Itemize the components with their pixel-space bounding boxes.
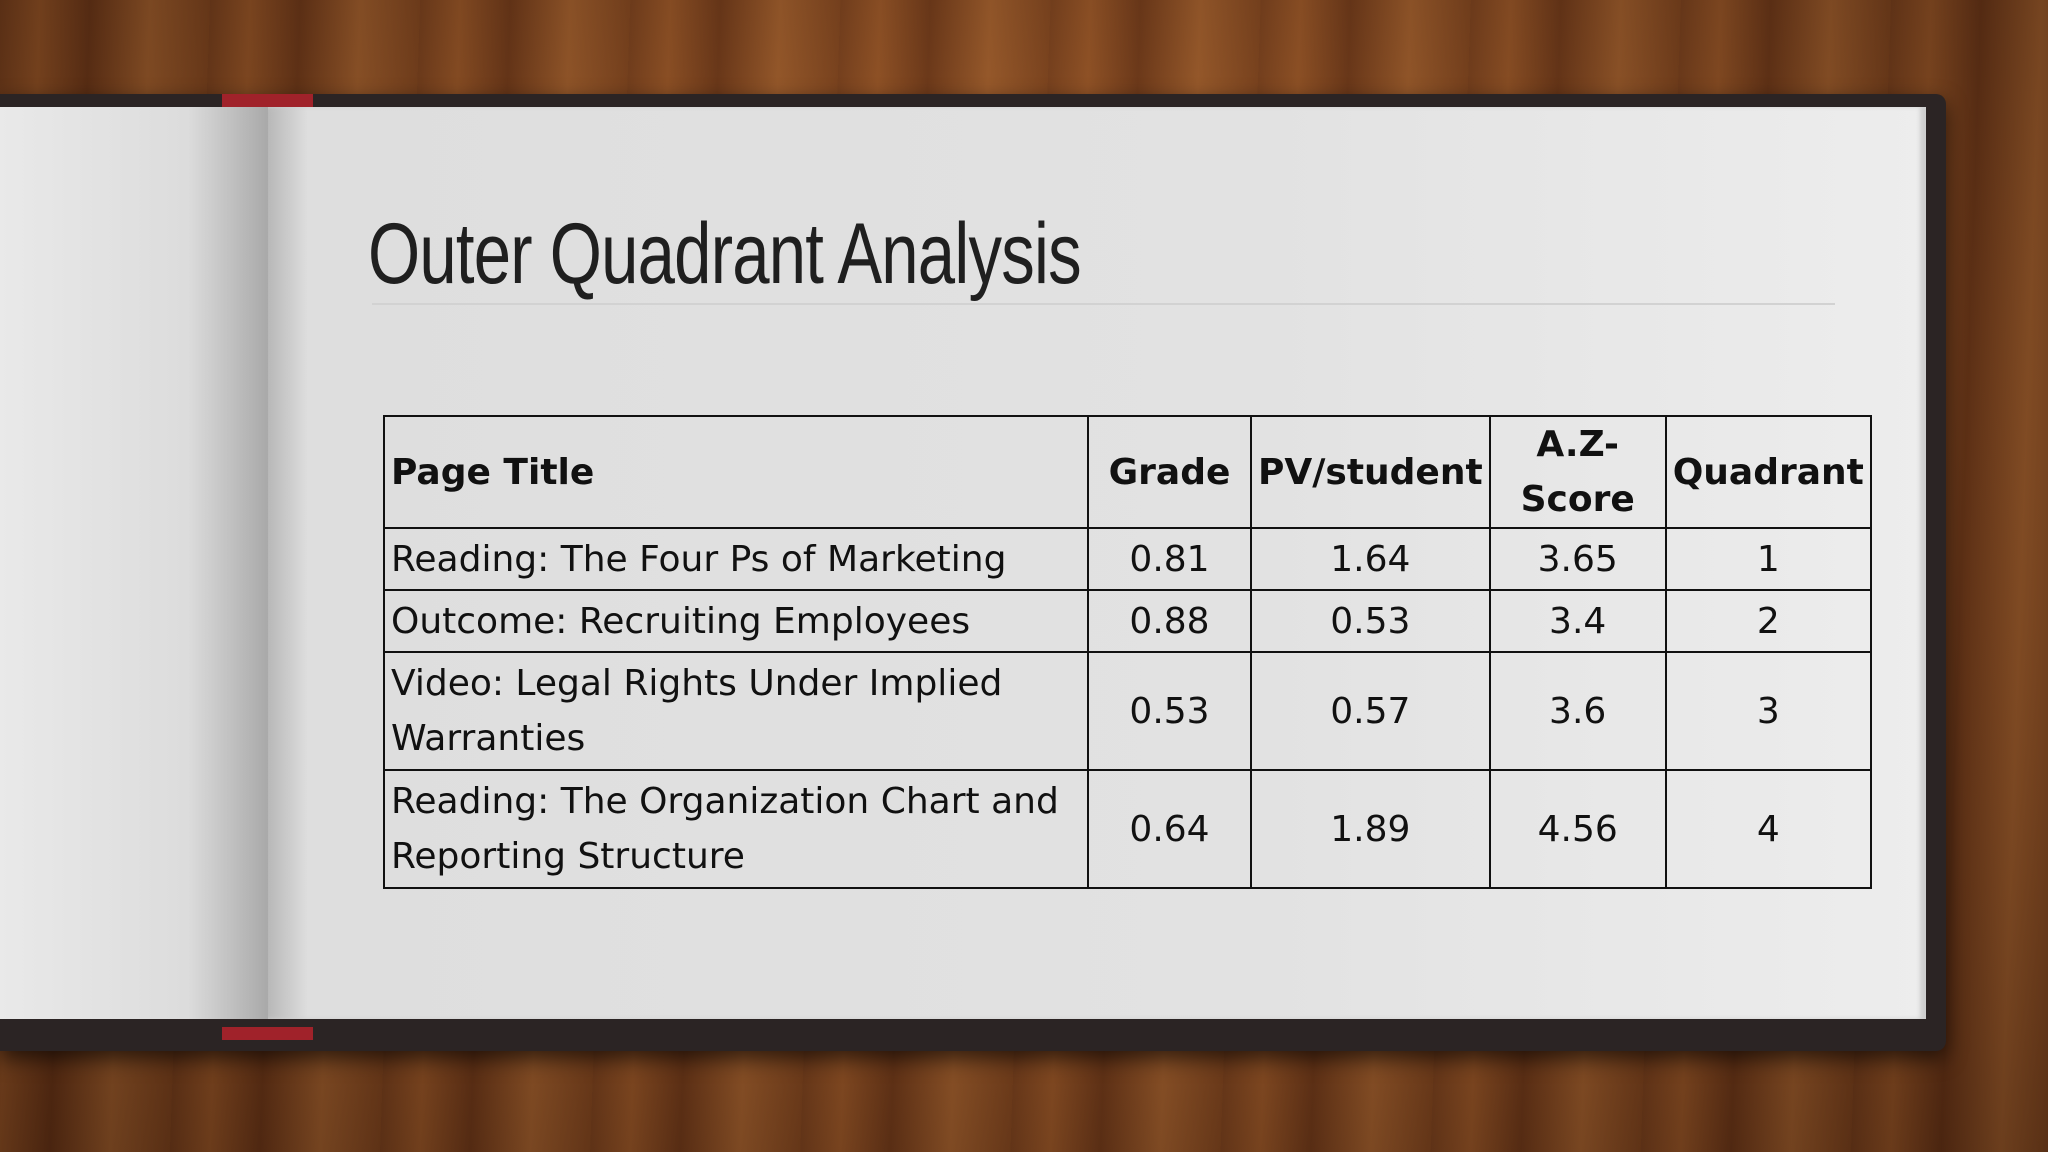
page-title-cell: Video: Legal Rights Under Implied Warran… — [383, 651, 1089, 771]
header-row: Page Title Grade PV/student A.Z-Score Quadra… — [383, 415, 1872, 529]
value-cell: 0.81 — [1087, 527, 1252, 591]
data-table: Page Title Grade PV/student A.Z-Score Quadra… — [383, 415, 1872, 889]
value-cell: 0.64 — [1087, 769, 1252, 889]
page-title-cell: Outcome: Recruiting Employees — [383, 589, 1089, 653]
title-rule — [372, 303, 1835, 305]
left-page — [0, 107, 268, 1019]
slide-title: Outer Quadrant Analysis — [368, 206, 1082, 302]
header-cell: A.Z-Score — [1488, 415, 1667, 529]
value-cell: 4.56 — [1488, 769, 1667, 889]
value-cell: 3.4 — [1488, 589, 1667, 653]
value-cell: 4 — [1664, 769, 1872, 889]
bookmark-ribbon — [222, 94, 313, 107]
page-title-cell: Reading: The Organization Chart and Repo… — [383, 769, 1089, 889]
value-cell: 3 — [1664, 651, 1872, 771]
value-cell: 1.89 — [1250, 769, 1491, 889]
header-cell: Quadrant — [1664, 415, 1872, 529]
value-cell: 0.53 — [1250, 589, 1491, 653]
value-cell: 3.65 — [1488, 527, 1667, 591]
value-cell: 0.53 — [1087, 651, 1252, 771]
value-cell: 1 — [1664, 527, 1872, 591]
header-cell: PV/student — [1250, 415, 1491, 529]
value-cell: 3.6 — [1488, 651, 1667, 771]
value-cell: 1.64 — [1250, 527, 1491, 591]
value-cell: 0.88 — [1087, 589, 1252, 653]
table-row: Outcome: Recruiting Employees 0.88 0.53 3.4… — [383, 589, 1872, 653]
page-title-cell: Reading: The Four Ps of Marketing — [383, 527, 1089, 591]
value-cell: 0.57 — [1250, 651, 1491, 771]
table-row: Reading: The Four Ps of Marketing 0.81 1.6… — [383, 527, 1872, 591]
table-row: Video: Legal Rights Under Implied Warran… — [383, 651, 1872, 771]
table-row: Reading: The Organization Chart and Repo… — [383, 769, 1872, 889]
header-cell: Grade — [1087, 415, 1252, 529]
value-cell: 2 — [1664, 589, 1872, 653]
header-cell: Page Title — [383, 415, 1089, 529]
bookmark-ribbon — [222, 1027, 313, 1040]
